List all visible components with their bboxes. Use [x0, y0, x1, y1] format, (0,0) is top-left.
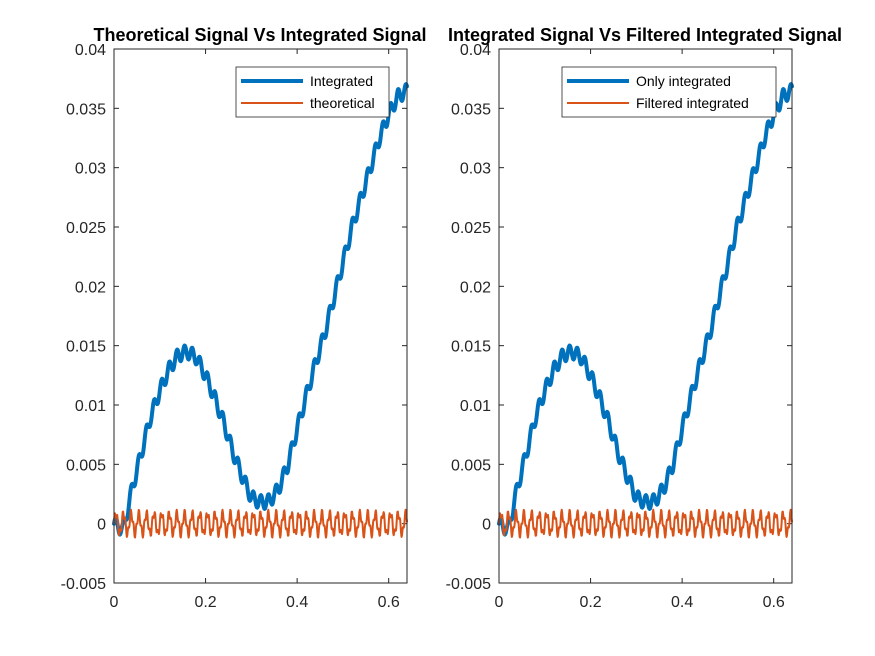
right-ytick-label: 0.03: [460, 161, 491, 178]
left-xtick-label: 0.4: [286, 594, 308, 611]
left-ytick-label: 0.02: [75, 279, 106, 296]
left-chart-title: Theoretical Signal Vs Integrated Signal: [93, 25, 426, 45]
left-ytick-label: 0.005: [66, 457, 106, 474]
left-series-layer: [112, 82, 409, 539]
left-ytick-label: -0.005: [61, 576, 106, 593]
right-ytick-label: 0.01: [460, 398, 491, 415]
left-series-integrated-line: [112, 82, 409, 537]
right-ytick-label: -0.005: [446, 576, 491, 593]
right-axis-ticks: -0.00500.0050.010.0150.020.0250.030.0350…: [446, 42, 792, 611]
left-ytick-label: 0.025: [66, 220, 106, 237]
right-ytick-label: 0.035: [451, 101, 491, 118]
right-legend-label-only-integrated: Only integrated: [636, 73, 731, 89]
left-plot-frame: [113, 48, 408, 584]
left-ytick-label: 0.04: [75, 42, 106, 59]
left-xtick-label: 0: [110, 594, 119, 611]
left-ytick-label: 0.03: [75, 161, 106, 178]
right-ytick-label: 0: [482, 517, 491, 534]
left-xtick-label: 0.6: [378, 594, 400, 611]
left-xtick-label: 0.2: [194, 594, 216, 611]
right-series-filtered-integrated-line: [498, 508, 793, 539]
right-ytick-label: 0.005: [451, 457, 491, 474]
left-chart-panel: -0.00500.0050.010.0150.020.0250.030.0350…: [61, 25, 427, 611]
right-xtick-label: 0.4: [671, 594, 693, 611]
right-chart-panel: -0.00500.0050.010.0150.020.0250.030.0350…: [446, 25, 842, 611]
right-ytick-label: 0.02: [460, 279, 491, 296]
left-ytick-label: 0.015: [66, 339, 106, 356]
right-series-layer: [497, 82, 794, 539]
right-legend-label-filtered-integrated: Filtered integrated: [636, 95, 749, 111]
left-legend-label-integrated: Integrated: [310, 73, 373, 89]
left-legend-box: [235, 66, 390, 118]
right-series-only-integrated-line: [497, 82, 794, 537]
right-chart-title: Integrated Signal Vs Filtered Integrated…: [448, 25, 842, 45]
right-legend: Only integrated Filtered integrated: [561, 66, 777, 118]
right-legend-box: [561, 66, 777, 118]
right-ytick-label: 0.015: [451, 339, 491, 356]
left-ytick-label: 0: [97, 517, 106, 534]
left-series-theoretical-line: [113, 508, 408, 539]
right-xtick-label: 0: [495, 594, 504, 611]
left-ytick-label: 0.035: [66, 101, 106, 118]
left-ytick-label: 0.01: [75, 398, 106, 415]
right-ytick-label: 0.04: [460, 42, 491, 59]
left-legend: Integrated theoretical: [235, 66, 390, 118]
right-ytick-label: 0.025: [451, 220, 491, 237]
right-plot-frame: [498, 48, 793, 584]
right-xtick-label: 0.2: [579, 594, 601, 611]
left-legend-label-theoretical: theoretical: [310, 95, 375, 111]
right-xtick-label: 0.6: [763, 594, 785, 611]
left-axis-ticks: -0.00500.0050.010.0150.020.0250.030.0350…: [61, 42, 407, 611]
